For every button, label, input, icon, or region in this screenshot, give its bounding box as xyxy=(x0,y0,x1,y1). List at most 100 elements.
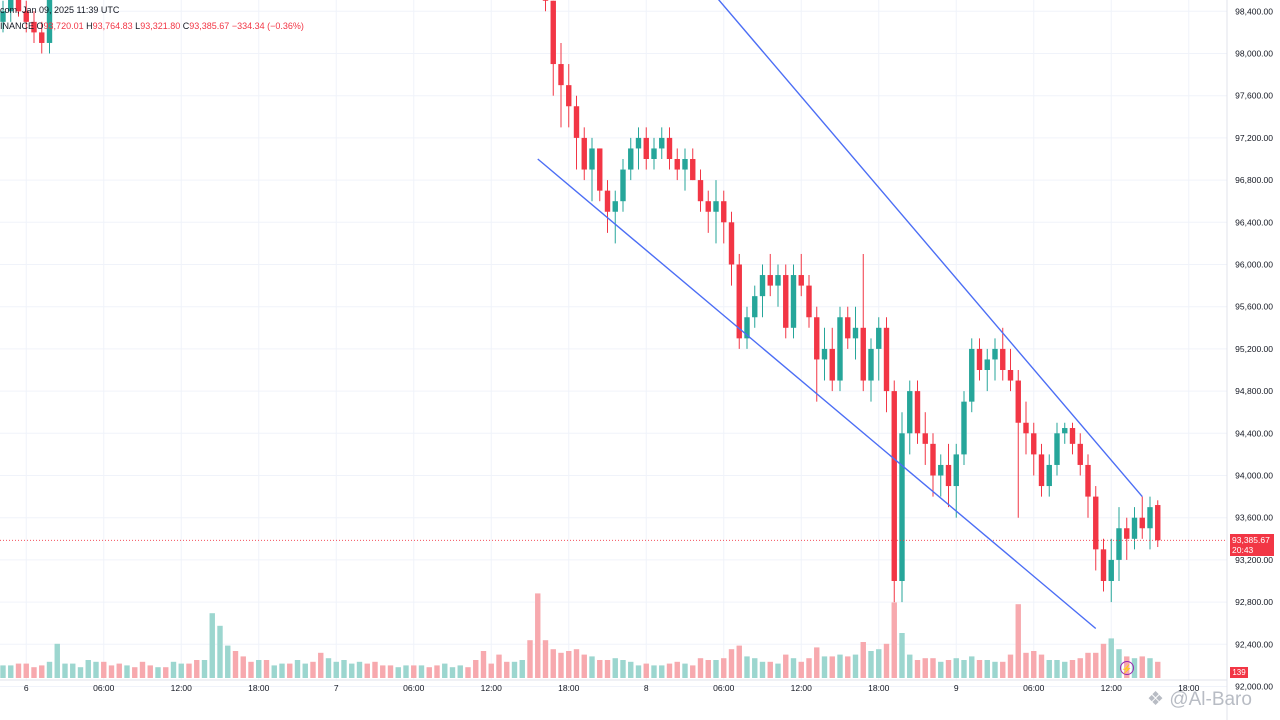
current-price-tag: 93,385.67 20:43 xyxy=(1230,534,1274,557)
volume-bar xyxy=(845,656,851,678)
candle xyxy=(651,137,657,170)
price-tick-label: 96,000.00 xyxy=(1235,260,1273,270)
volume-bar xyxy=(380,665,386,678)
candle xyxy=(752,285,758,328)
candle xyxy=(868,338,874,402)
volume-bar xyxy=(527,640,533,678)
lightning-icon[interactable]: ⚡ xyxy=(1120,661,1134,675)
volume-bar xyxy=(240,656,246,678)
volume-bar xyxy=(488,663,494,678)
candle xyxy=(845,306,851,349)
candle xyxy=(1155,500,1161,548)
time-tick-label: 12:00 xyxy=(171,683,193,693)
candle xyxy=(643,127,649,170)
volume-bar xyxy=(15,663,22,678)
candle xyxy=(992,338,998,381)
volume-bar xyxy=(775,663,781,678)
volume-bar xyxy=(1023,652,1029,678)
volume-bar xyxy=(690,665,696,678)
candle-body xyxy=(883,327,890,392)
trendlines xyxy=(537,0,1143,630)
candle xyxy=(1062,422,1068,444)
candle-body xyxy=(744,317,750,339)
volume-bar xyxy=(426,667,432,678)
candle-body xyxy=(542,0,549,1)
volume-bar xyxy=(232,651,239,678)
volume-bar xyxy=(589,656,595,678)
candle-body xyxy=(31,21,37,33)
candle-body xyxy=(837,317,843,381)
candle xyxy=(1015,370,1021,518)
volume-bar xyxy=(147,665,153,678)
volume-bar xyxy=(46,661,53,678)
volume-bar xyxy=(1077,658,1083,678)
open-label: O xyxy=(36,21,44,31)
volume-bar xyxy=(85,660,91,678)
candle-body xyxy=(705,201,711,212)
volume-bar xyxy=(504,661,510,678)
candle xyxy=(697,169,704,212)
volume-bar xyxy=(783,654,789,678)
candle-body xyxy=(690,159,696,181)
volume-bar xyxy=(1069,660,1076,678)
volume-bar xyxy=(434,665,440,678)
candles xyxy=(0,0,1161,603)
candle xyxy=(542,0,549,12)
candle xyxy=(829,327,835,392)
price-tick-label: 97,600.00 xyxy=(1235,91,1273,101)
candle-body xyxy=(659,137,665,149)
candle-body xyxy=(620,169,626,202)
candle xyxy=(635,127,642,170)
candle xyxy=(1124,517,1130,560)
candle-body xyxy=(829,348,835,381)
candle-body xyxy=(969,348,975,402)
candle-body xyxy=(23,11,29,22)
volume-bar xyxy=(674,661,680,678)
volume-bar xyxy=(767,661,773,678)
candle xyxy=(899,412,905,603)
volume-bar xyxy=(263,660,270,678)
candle-body xyxy=(1124,528,1130,539)
volume-bar xyxy=(1038,654,1045,678)
volume-bar xyxy=(1147,658,1153,678)
volume-bar xyxy=(566,651,572,678)
candle xyxy=(728,211,735,286)
volume-bar xyxy=(969,656,975,678)
candle-body xyxy=(1015,380,1021,423)
volume-bar xyxy=(860,642,866,678)
volume-bar xyxy=(721,658,727,678)
candle xyxy=(1007,348,1014,392)
time-tick-label: 6 xyxy=(24,683,29,693)
change-value: −334.34 (−0.36%) xyxy=(231,21,304,31)
header-title: com, Jan 09, 2025 11:39 UTC xyxy=(0,5,120,15)
volume-bar xyxy=(256,660,262,678)
volume-bar xyxy=(1116,649,1122,678)
volume-bar xyxy=(279,663,285,678)
time-tick-label: 12:00 xyxy=(481,683,503,693)
candle xyxy=(821,327,828,381)
volume-bar xyxy=(442,663,448,678)
volume-bar xyxy=(186,663,192,678)
volume-bar xyxy=(163,667,169,678)
candle-body xyxy=(767,275,773,286)
volume-bar xyxy=(659,665,665,678)
volume-bar xyxy=(868,651,874,678)
candle xyxy=(953,443,959,518)
volume-bar xyxy=(209,613,215,678)
volume-bar xyxy=(349,663,355,678)
candle xyxy=(961,391,967,465)
candle xyxy=(1131,507,1138,550)
volume-bar xyxy=(364,663,370,678)
volume-bar xyxy=(287,663,293,678)
volume-bar xyxy=(1046,660,1052,678)
exchange-label: INANCE xyxy=(0,21,35,31)
volume-bar xyxy=(511,661,518,678)
candle-body xyxy=(682,159,688,170)
candle-body xyxy=(876,327,882,349)
ohlc-legend: INANCE O93,720.01 H93,764.83 L93,321.80 … xyxy=(0,21,304,31)
candle-body xyxy=(674,159,680,170)
candle xyxy=(1046,454,1052,497)
candle-body xyxy=(806,285,812,318)
candle xyxy=(976,338,983,381)
